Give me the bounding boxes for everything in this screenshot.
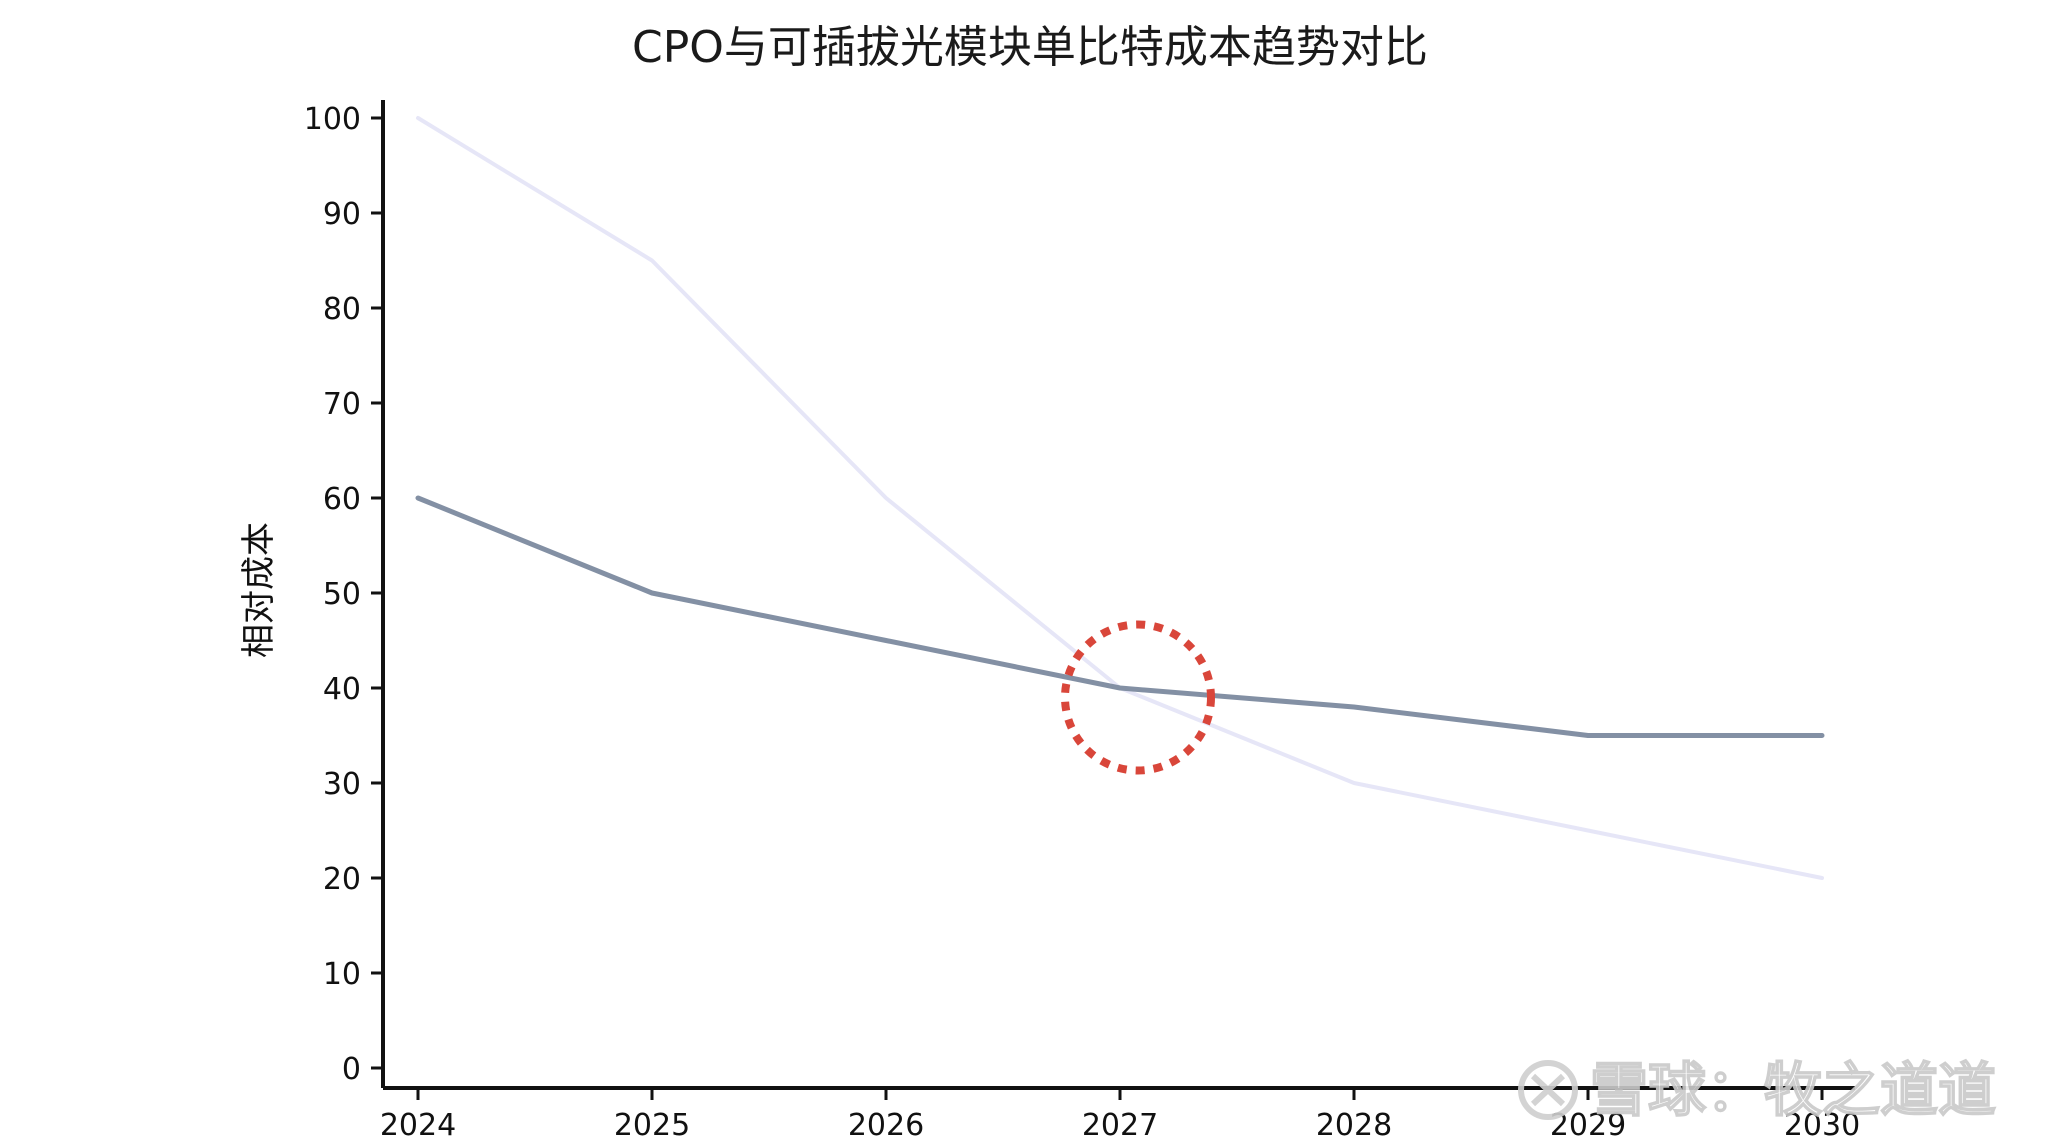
x-tick-label: 2025: [614, 1108, 690, 1143]
series-line-2: [416, 116, 1824, 880]
y-tick-label: 80: [323, 292, 361, 327]
crossover-highlight-circle: [1061, 620, 1215, 775]
y-tick-label: 40: [323, 672, 361, 707]
y-tick-label: 30: [323, 767, 361, 802]
x-tick-label: 2030: [1784, 1108, 1860, 1143]
y-tick-label: 70: [323, 387, 361, 422]
xueqiu-logo-icon: [1518, 1060, 1578, 1120]
y-tick-label: 10: [323, 957, 361, 992]
y-axis-label: 相对成本: [239, 522, 279, 658]
series-layer: [415, 116, 1825, 880]
y-tick-label: 50: [323, 577, 361, 612]
chart-title: CPO与可插拔光模块单比特成本趋势对比: [632, 22, 1428, 73]
x-tick-label: 2027: [1082, 1108, 1158, 1143]
y-tick-label: 100: [304, 102, 361, 137]
y-tick-label: 90: [323, 197, 361, 232]
y-axis: 0 10 20 30 40 50 60 70 80 90 100: [304, 100, 385, 1088]
series-line-1: [415, 495, 1825, 738]
y-tick-label: 60: [323, 482, 361, 517]
x-tick-label: 2028: [1316, 1108, 1392, 1143]
y-tick-label: 20: [323, 862, 361, 897]
x-tick-label: 2024: [380, 1108, 456, 1143]
x-axis: 2024 2025 2026 2027 2028 2029 2030: [380, 1086, 1860, 1143]
x-tick-label: 2026: [848, 1108, 924, 1143]
annotation-layer: [1061, 620, 1215, 775]
y-tick-label: 0: [342, 1052, 361, 1087]
watermark-text: 雪球：牧之道道: [1590, 1056, 1996, 1124]
watermark: 雪球：牧之道道: [1518, 1055, 1997, 1125]
